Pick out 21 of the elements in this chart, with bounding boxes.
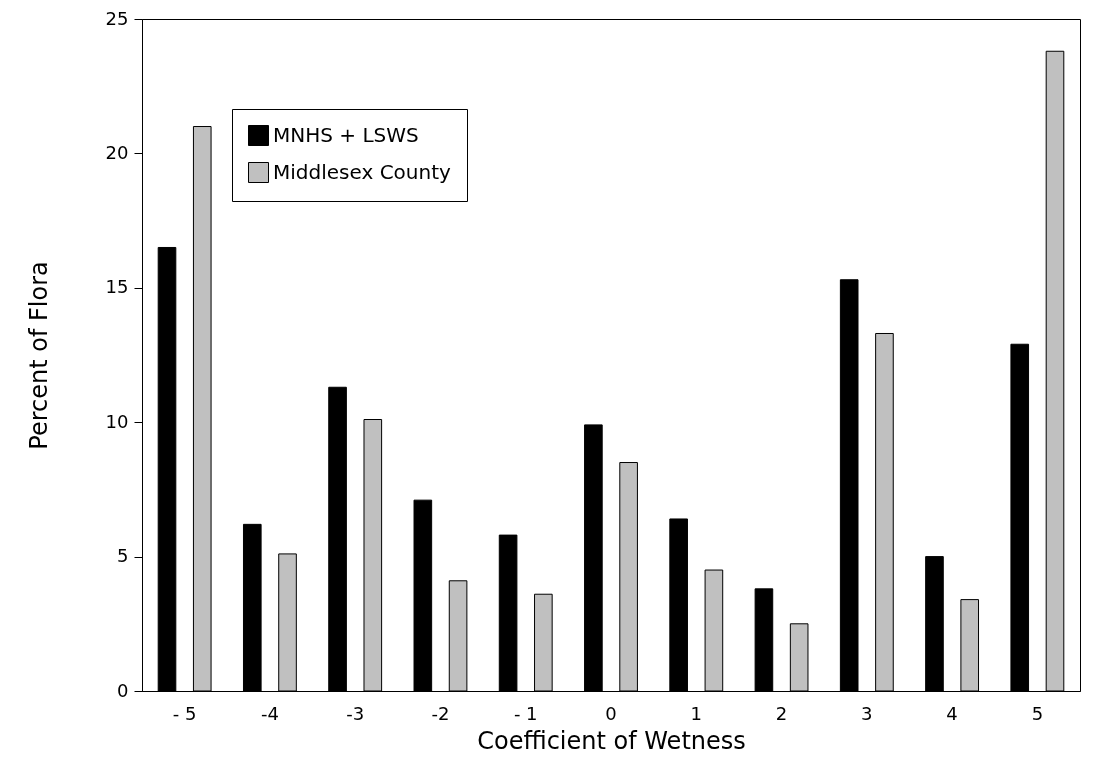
x-tick-label: -4	[260, 702, 279, 724]
y-tick-label: 10	[105, 410, 129, 432]
x-tick-label: -2	[431, 702, 450, 724]
x-tick-label: 3	[861, 702, 873, 724]
x-tick-label: - 5	[172, 702, 197, 724]
y-tick-label: 5	[117, 545, 129, 567]
x-tick-label: 0	[605, 702, 617, 724]
y-tick-label: 20	[105, 141, 129, 163]
legend-label: MNHS + LSWS	[273, 122, 419, 147]
x-tick-label: 1	[690, 702, 702, 724]
x-tick-label: 5	[1031, 702, 1044, 724]
x-tick-label: 4	[946, 702, 958, 724]
y-tick-label: 15	[105, 276, 129, 298]
y-tick-label: 0	[117, 679, 129, 701]
x-tick-label: - 1	[513, 702, 538, 724]
y-tick-label: 25	[105, 7, 129, 29]
y-axis-title: Percent of Flora	[24, 261, 53, 450]
legend-label: Middlesex County	[273, 159, 452, 184]
x-axis-title: Coefficient of Wetness	[477, 726, 746, 755]
x-tick-label: 2	[775, 702, 788, 724]
x-tick-label: -3	[346, 702, 365, 724]
